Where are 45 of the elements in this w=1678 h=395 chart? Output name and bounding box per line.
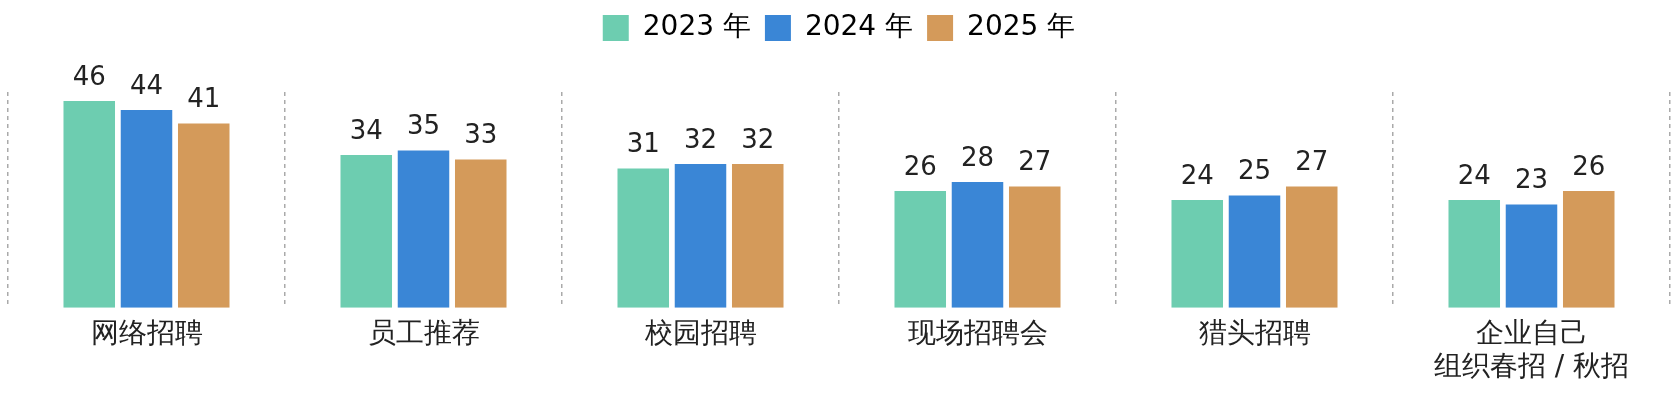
bar (120, 109, 173, 308)
data-label: 28 (960, 141, 995, 172)
bar (731, 163, 784, 308)
bar (617, 168, 670, 308)
bar (1285, 186, 1338, 308)
data-label: 41 (187, 83, 221, 114)
data-label: 44 (129, 69, 164, 100)
data-label: 32 (683, 123, 718, 154)
bar (1562, 190, 1615, 308)
x-tick-label: 校园招聘 (643, 315, 757, 349)
data-label: 26 (1572, 150, 1606, 181)
data-label: 34 (349, 114, 383, 145)
bar (951, 181, 1004, 308)
data-label: 32 (741, 123, 775, 154)
bar (1505, 204, 1558, 308)
legend-label: 2025 年 (967, 9, 1076, 43)
data-label: 25 (1237, 155, 1272, 186)
data-label: 27 (1295, 146, 1329, 177)
bar (1228, 195, 1281, 308)
bar (674, 163, 727, 308)
bar (894, 190, 947, 308)
data-label: 24 (1457, 159, 1491, 190)
x-tick-label: 企业自己组织春招 / 秋招 (1433, 315, 1630, 383)
bar (1171, 199, 1224, 308)
x-tick-label: 网络招聘 (90, 315, 203, 349)
bar (1448, 199, 1501, 308)
data-label: 33 (464, 119, 498, 150)
x-tick-label: 猎头招聘 (1198, 315, 1311, 349)
data-label: 31 (626, 128, 660, 159)
data-label: 35 (406, 110, 441, 141)
legend-label: 2024 年 (804, 9, 914, 43)
data-label: 27 (1018, 146, 1052, 177)
bar (397, 150, 450, 308)
bar (63, 100, 116, 308)
bar (340, 154, 393, 308)
x-tick-label: 员工推荐 (367, 315, 480, 349)
data-label: 26 (903, 150, 937, 181)
data-label: 24 (1180, 159, 1214, 190)
x-tick-label: 现场招聘会 (907, 315, 1048, 349)
data-label: 46 (72, 60, 106, 91)
data-label: 23 (1514, 164, 1549, 195)
legend-label: 2023 年 (642, 9, 751, 43)
bar (454, 159, 507, 308)
bar (1008, 186, 1061, 308)
bar (177, 123, 230, 308)
